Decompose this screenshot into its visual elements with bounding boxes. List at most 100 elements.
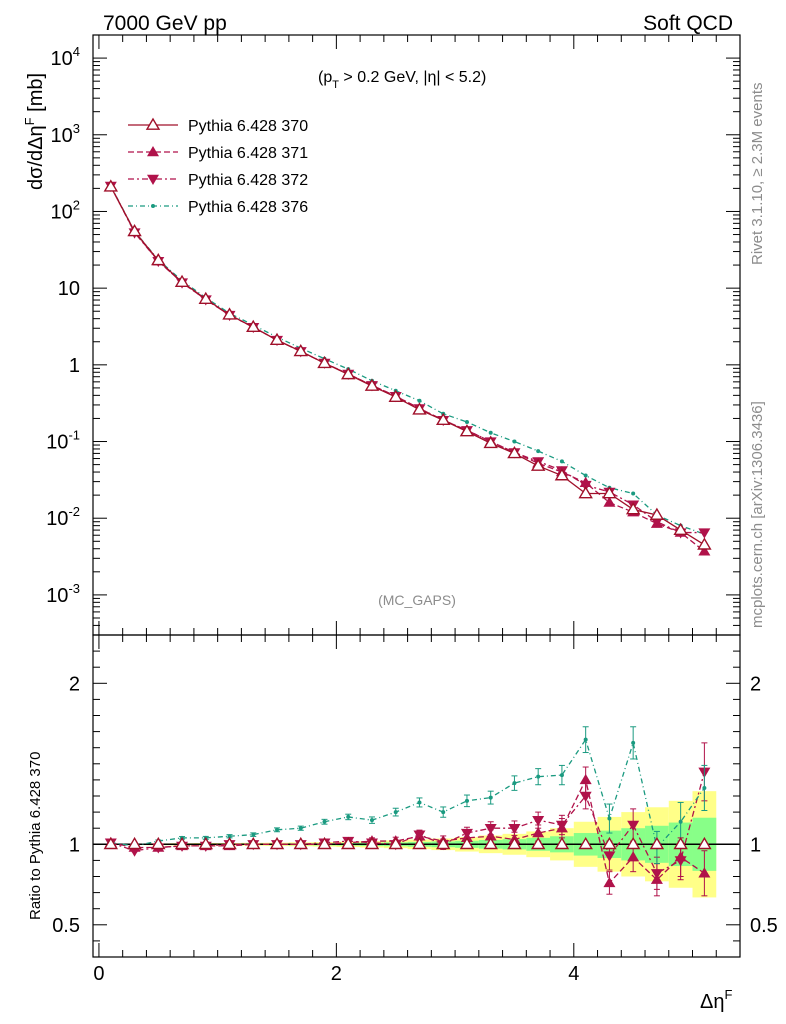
main-point: [602, 486, 617, 499]
main-point: [536, 449, 541, 454]
ratio-point: [579, 773, 592, 785]
ratio-point: [417, 800, 422, 805]
main-point: [625, 502, 641, 515]
ratio-reference-point: [293, 836, 308, 850]
main-point: [341, 367, 356, 380]
main-y-axis-title: dσ/dΔηF [mb]: [22, 73, 47, 190]
main-y-tick-label: 104: [51, 44, 80, 70]
side-label-bottom: mcplots.cern.ch [arXiv:1306.3436]: [749, 401, 766, 628]
main-point: [673, 522, 688, 535]
main-point: [174, 274, 190, 287]
ratio-y-tick-label-left: 2: [69, 673, 80, 695]
main-point: [583, 473, 588, 478]
ratio-y-axis-title: Ratio to Pythia 6.428 370: [27, 752, 44, 920]
main-point: [435, 412, 451, 426]
watermark: (MC_GAPS): [378, 592, 456, 608]
ratio-point: [275, 827, 280, 832]
main-y-tick-label: 10-1: [46, 428, 80, 454]
main-point: [269, 332, 285, 346]
ratio-reference-point: [412, 836, 427, 850]
side-label-top: Rivet 3.1.10, ≥ 2.3M events: [749, 83, 766, 266]
main-series-line: [110, 186, 705, 546]
ratio-plot-area: [93, 726, 740, 897]
main-point: [698, 528, 711, 539]
main-point: [293, 343, 308, 357]
ratio-reference-point: [127, 836, 142, 850]
main-point: [697, 537, 712, 550]
main-y-tick-label: 10-3: [46, 581, 80, 607]
ratio-reference-point: [507, 836, 522, 850]
ratio-reference-point: [625, 836, 641, 850]
ratio-point: [464, 798, 469, 803]
ratio-y-tick-label-right: 0.5: [750, 915, 778, 937]
ratio-y-tick-label-left: 1: [69, 834, 80, 856]
ratio-reference-point: [198, 836, 214, 850]
ratio-point: [678, 819, 683, 824]
header-right: Soft QCD: [643, 12, 733, 35]
main-plot-area: [103, 179, 712, 556]
main-y-tick-label: 10-2: [46, 504, 80, 530]
ratio-reference-point: [697, 836, 712, 850]
ratio-reference-point: [151, 836, 166, 850]
ratio-point: [441, 810, 446, 815]
header-left: 7000 GeV pp: [103, 12, 227, 35]
main-point: [417, 398, 422, 403]
ratio-reference-point: [103, 836, 119, 850]
ratio-point: [627, 820, 640, 831]
ratio-reference-point: [341, 836, 356, 850]
ratio-point: [559, 773, 564, 778]
ratio-point: [227, 834, 232, 839]
ratio-point: [484, 824, 497, 835]
ratio-point: [627, 851, 640, 862]
main-point: [579, 476, 592, 487]
main-point: [578, 486, 593, 499]
ratio-reference-point: [222, 836, 237, 850]
ratio-y-tick-label-left: 0.5: [52, 915, 80, 937]
x-tick-label: 4: [568, 963, 579, 985]
main-point: [151, 253, 166, 266]
ratio-point: [579, 791, 592, 802]
ratio-point: [603, 876, 616, 888]
ratio-point: [251, 832, 256, 837]
ratio-reference-point: [174, 836, 190, 850]
main-point: [412, 402, 427, 415]
main-point: [127, 223, 142, 237]
main-point: [698, 545, 711, 556]
ratio-point: [369, 818, 374, 823]
ratio-point: [488, 795, 493, 800]
ratio-reference-point: [602, 836, 617, 850]
ratio-reference-point: [364, 836, 380, 850]
legend-marker: [151, 204, 155, 208]
ratio-point: [583, 737, 588, 742]
ratio-reference-point: [530, 836, 546, 850]
x-tick-label: 0: [93, 963, 104, 985]
main-point: [317, 355, 332, 369]
main-point: [222, 307, 237, 320]
main-series-line: [110, 185, 705, 535]
cut-label: (pT > 0.2 GeV, |η| < 5.2): [318, 69, 486, 91]
ratio-reference-point: [483, 836, 498, 850]
legend: Pythia 6.428 370 Pythia 6.428 371 Pythia 6…: [128, 117, 308, 216]
axes: 10-3 10-2 10-1 1 10 102 103 104 0 2 4 0.5 0.5 1 1 2 2: [46, 34, 778, 985]
legend-label: Pythia 6.428 376: [188, 199, 308, 216]
ratio-reference-point: [554, 836, 570, 850]
main-point: [649, 507, 665, 520]
main-y-tick-label: 102: [51, 197, 80, 223]
main-point: [530, 458, 546, 471]
ratio-y-tick-label-right: 2: [750, 673, 761, 695]
ratio-reference-point: [578, 836, 593, 850]
ratio-point: [532, 815, 545, 827]
ratio-point: [607, 816, 612, 821]
ratio-point: [698, 867, 711, 878]
main-point: [198, 291, 214, 304]
main-point: [459, 424, 475, 437]
ratio-frame: [92, 634, 741, 958]
main-point: [103, 179, 119, 192]
main-point: [650, 517, 663, 528]
ratio-reference-point: [435, 836, 451, 850]
main-point: [512, 439, 517, 444]
ratio-reference-point: [269, 836, 285, 850]
ratio-series-line: [110, 738, 705, 849]
main-point: [388, 389, 403, 402]
